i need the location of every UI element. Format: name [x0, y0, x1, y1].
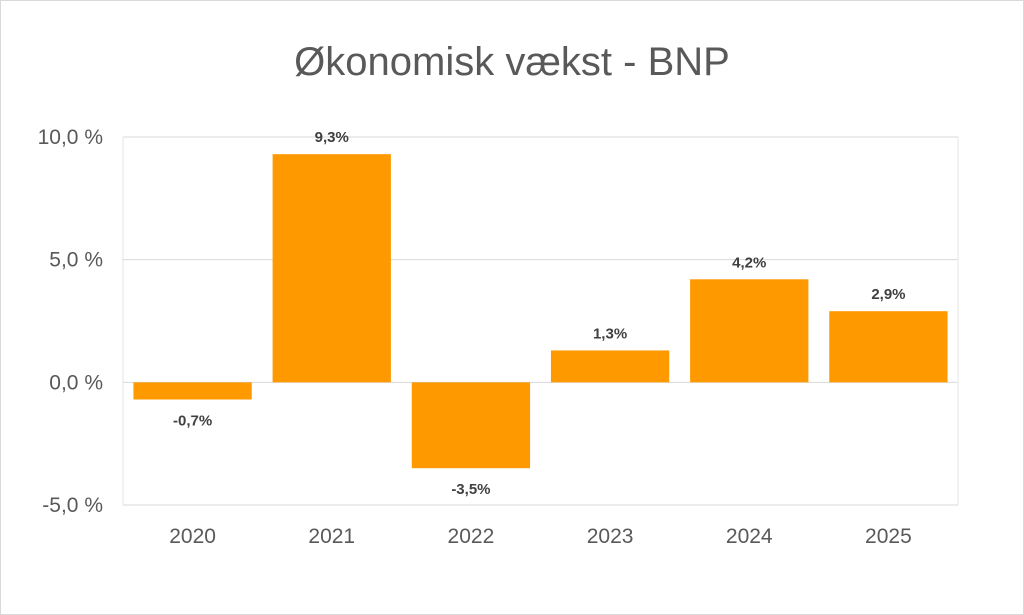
bar — [272, 154, 391, 383]
bars — [133, 154, 948, 469]
y-axis-tick-labels: -5,0 % 0,0 % 5,0 % 10,0 % — [38, 126, 103, 517]
bar — [133, 382, 252, 400]
x-tick-label: 2023 — [587, 525, 634, 548]
chart-title: Økonomisk vækst - BNP — [294, 40, 730, 84]
x-tick-label: 2025 — [865, 525, 912, 548]
x-tick-label: 2020 — [169, 525, 216, 548]
x-tick-label: 2022 — [448, 525, 495, 548]
bar — [550, 350, 670, 383]
y-tick-label: 5,0 % — [49, 249, 103, 272]
data-label: 9,3% — [315, 129, 349, 146]
x-axis-tick-labels: 2020 2021 2022 2023 2024 2025 — [169, 525, 912, 548]
y-tick-label: 0,0 % — [49, 371, 103, 394]
y-tick-label: 10,0 % — [38, 126, 103, 149]
gridlines — [122, 136, 959, 506]
bar — [829, 311, 948, 383]
x-tick-label: 2021 — [308, 525, 355, 548]
data-label: 4,2% — [732, 254, 766, 271]
bar — [690, 279, 809, 383]
y-tick-label: -5,0 % — [42, 494, 103, 517]
bar — [411, 382, 531, 469]
x-tick-label: 2024 — [726, 525, 773, 548]
data-labels: -0,7% 9,3% -3,5% 1,3% 4,2% 2,9% — [173, 129, 906, 498]
data-label: -0,7% — [173, 413, 212, 430]
data-label: 2,9% — [871, 286, 905, 303]
data-label: 1,3% — [593, 325, 627, 342]
data-label: -3,5% — [451, 481, 490, 498]
